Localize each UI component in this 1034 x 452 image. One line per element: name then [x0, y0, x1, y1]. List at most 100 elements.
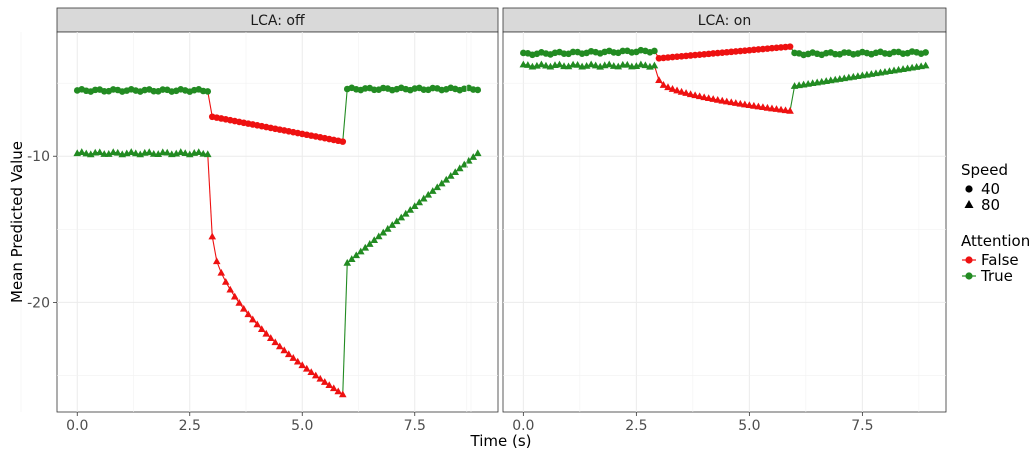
data-point-triangle	[145, 148, 154, 156]
marks-lca-off	[73, 84, 482, 398]
data-point-triangle	[325, 381, 334, 389]
data-point-triangle	[266, 334, 275, 341]
data-point-triangle	[704, 94, 713, 102]
legend-speed-title: Speed	[961, 161, 1008, 179]
legend-attention-true-key	[965, 272, 973, 280]
data-point-triangle	[338, 390, 347, 398]
data-point-triangle	[433, 183, 442, 191]
data-point-triangle	[605, 60, 614, 68]
data-point-triangle	[655, 76, 663, 84]
data-point-triangle	[772, 105, 781, 112]
data-point-triangle	[614, 62, 623, 70]
y-tick-label: -20	[27, 295, 50, 311]
data-point-triangle	[446, 171, 455, 179]
data-point-triangle	[682, 89, 690, 96]
data-point-triangle	[356, 247, 365, 255]
x-tick-label: 7.5	[851, 418, 873, 434]
x-tick-label: 0.0	[512, 418, 534, 434]
data-point-triangle	[131, 149, 140, 157]
data-point-triangle	[537, 60, 546, 68]
data-point-triangle	[637, 60, 645, 68]
data-point-triangle	[473, 149, 482, 157]
data-point-triangle	[275, 342, 284, 350]
data-point-triangle	[419, 194, 428, 202]
panel-lca-off: LCA: off	[20, 7, 499, 413]
data-point-triangle	[253, 320, 262, 328]
data-point-triangle	[754, 102, 763, 110]
legend-attention-true-label: True	[980, 267, 1013, 285]
data-point-triangle	[293, 357, 302, 365]
data-point-triangle	[392, 217, 401, 225]
data-point-triangle	[82, 149, 91, 157]
x-axis-title: Time (s)	[470, 432, 532, 450]
series-connector	[789, 85, 796, 112]
data-point-circle	[204, 88, 212, 95]
marks-lca-on	[519, 43, 930, 114]
data-point-triangle	[668, 85, 677, 92]
data-point-triangle	[226, 285, 235, 293]
data-point-triangle	[163, 148, 172, 156]
data-point-triangle	[460, 160, 469, 168]
data-point-triangle	[311, 371, 320, 379]
data-point-triangle	[750, 101, 758, 109]
data-point-triangle	[77, 148, 86, 155]
data-point-triangle	[437, 179, 446, 187]
x-tick-label: 0.0	[66, 418, 88, 434]
data-point-triangle	[745, 101, 754, 109]
data-point-circle	[474, 86, 482, 94]
grid-lca-on	[466, 32, 946, 412]
series-connector	[342, 262, 348, 395]
data-point-triangle	[428, 187, 437, 194]
data-point-triangle	[555, 60, 564, 68]
legend-speed-40-label: 40	[981, 180, 1000, 198]
data-point-triangle	[361, 243, 370, 251]
data-point-triangle	[781, 106, 790, 114]
grid-lca-off	[20, 32, 498, 412]
data-point-triangle	[406, 206, 415, 213]
x-tick-label: 2.5	[625, 418, 647, 434]
y-axis-title: Mean Predicted Value	[8, 141, 26, 303]
data-point-triangle	[95, 148, 104, 156]
data-point-triangle	[203, 150, 212, 158]
data-point-triangle	[786, 106, 794, 114]
y-tick-label: -10	[27, 149, 50, 165]
strip-label-lca-on: LCA: on	[698, 13, 752, 29]
data-point-triangle	[722, 97, 731, 105]
data-point-triangle	[109, 148, 118, 156]
legend-attention-title: Attention	[961, 232, 1030, 250]
data-point-triangle	[709, 95, 717, 102]
data-point-triangle	[768, 104, 776, 112]
data-point-triangle	[401, 209, 410, 217]
data-point-triangle	[587, 60, 595, 68]
data-point-triangle	[410, 202, 419, 210]
x-tick-label: 5.0	[738, 418, 760, 434]
x-axis: 0.0 2.5 5.0 7.5 0.0 2.5 5.0 7.5	[66, 412, 874, 434]
data-point-triangle	[208, 232, 217, 240]
data-point-triangle	[713, 95, 722, 103]
data-point-triangle	[262, 329, 271, 337]
legend-speed-40-key	[965, 185, 973, 193]
data-point-triangle	[298, 361, 307, 369]
data-point-triangle	[334, 387, 343, 395]
data-point-triangle	[524, 61, 532, 68]
series-connector	[342, 88, 348, 142]
data-point-triangle	[591, 61, 600, 69]
data-point-triangle	[212, 257, 221, 265]
data-point-triangle	[383, 224, 392, 232]
data-point-triangle	[374, 232, 383, 240]
legend-speed-80-key	[964, 200, 974, 208]
strip-label-lca-off: LCA: off	[250, 13, 305, 29]
data-point-triangle	[370, 236, 379, 244]
data-point-triangle	[542, 61, 550, 69]
data-point-triangle	[329, 384, 338, 392]
data-point-circle	[651, 47, 658, 55]
data-point-triangle	[235, 298, 244, 306]
data-point-triangle	[727, 98, 736, 106]
data-point-triangle	[641, 61, 650, 69]
data-point-triangle	[181, 149, 190, 157]
data-point-triangle	[469, 153, 478, 160]
data-point-circle	[786, 43, 794, 50]
data-point-triangle	[320, 378, 329, 385]
data-point-triangle	[221, 277, 230, 285]
